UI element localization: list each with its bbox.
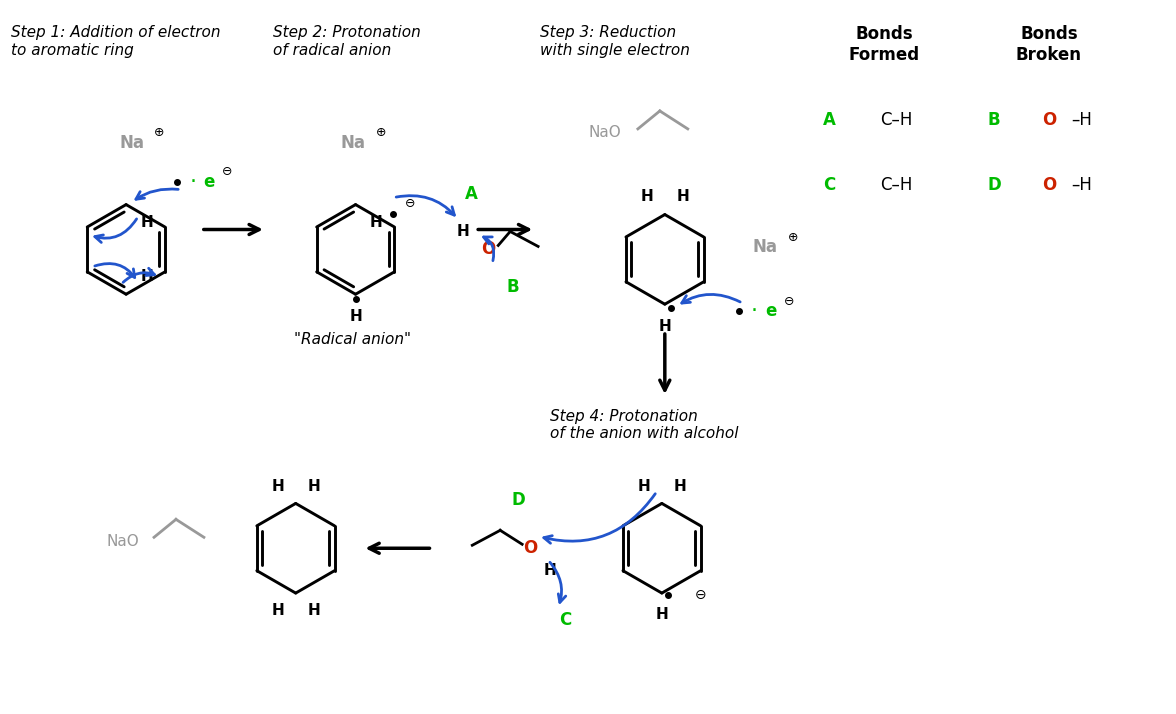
Text: $\oplus$: $\oplus$ <box>787 231 799 244</box>
Text: $\oplus$: $\oplus$ <box>153 126 165 139</box>
Text: ·: · <box>189 171 196 191</box>
Text: H: H <box>141 214 153 229</box>
Text: ·: · <box>751 301 759 321</box>
Text: –H: –H <box>1071 176 1093 193</box>
Text: A: A <box>823 111 836 129</box>
Text: $\ominus$: $\ominus$ <box>403 197 415 210</box>
Text: O: O <box>1042 176 1056 193</box>
Text: Bonds
Broken: Bonds Broken <box>1016 25 1082 64</box>
Text: e: e <box>764 302 776 320</box>
Text: Step 4: Protonation
of the anion with alcohol: Step 4: Protonation of the anion with al… <box>550 409 739 441</box>
Text: Na: Na <box>753 238 777 256</box>
Text: H: H <box>674 479 686 494</box>
Text: O: O <box>481 241 495 258</box>
Text: $\ominus$: $\ominus$ <box>221 165 233 178</box>
Text: C–H: C–H <box>880 176 913 193</box>
Text: H: H <box>141 269 153 284</box>
Text: Na: Na <box>119 134 145 152</box>
Text: H: H <box>637 479 650 494</box>
Text: H: H <box>655 608 668 623</box>
Text: "Radical anion": "Radical anion" <box>294 331 412 346</box>
Text: D: D <box>512 491 524 510</box>
Text: H: H <box>659 318 671 333</box>
Text: B: B <box>507 278 520 296</box>
Text: H: H <box>307 479 320 494</box>
Text: –H: –H <box>1071 111 1093 129</box>
Text: H: H <box>543 563 556 578</box>
Text: $\oplus$: $\oplus$ <box>375 126 386 139</box>
Text: H: H <box>641 189 653 204</box>
Text: O: O <box>1042 111 1056 129</box>
Text: Step 3: Reduction
with single electron: Step 3: Reduction with single electron <box>540 25 690 58</box>
Text: H: H <box>457 224 469 239</box>
Text: C: C <box>559 611 572 629</box>
Text: B: B <box>988 111 1001 129</box>
Text: H: H <box>676 189 689 204</box>
Text: Step 1: Addition of electron
to aromatic ring: Step 1: Addition of electron to aromatic… <box>12 25 221 58</box>
Text: $\ominus$: $\ominus$ <box>783 295 794 308</box>
Text: Na: Na <box>341 134 366 152</box>
Text: D: D <box>987 176 1001 193</box>
Text: O: O <box>523 539 537 557</box>
Text: NaO: NaO <box>106 534 139 549</box>
Text: A: A <box>465 185 477 203</box>
Text: H: H <box>272 479 285 494</box>
Text: C–H: C–H <box>880 111 913 129</box>
Text: C: C <box>823 176 836 193</box>
Text: Bonds
Formed: Bonds Formed <box>849 25 920 64</box>
Text: e: e <box>203 173 214 191</box>
Text: NaO: NaO <box>588 126 621 141</box>
Text: H: H <box>307 603 320 618</box>
Text: H: H <box>349 308 362 323</box>
Text: Step 2: Protonation
of radical anion: Step 2: Protonation of radical anion <box>273 25 421 58</box>
Text: H: H <box>370 214 383 229</box>
Text: $\ominus$: $\ominus$ <box>694 588 706 602</box>
Text: H: H <box>272 603 285 618</box>
